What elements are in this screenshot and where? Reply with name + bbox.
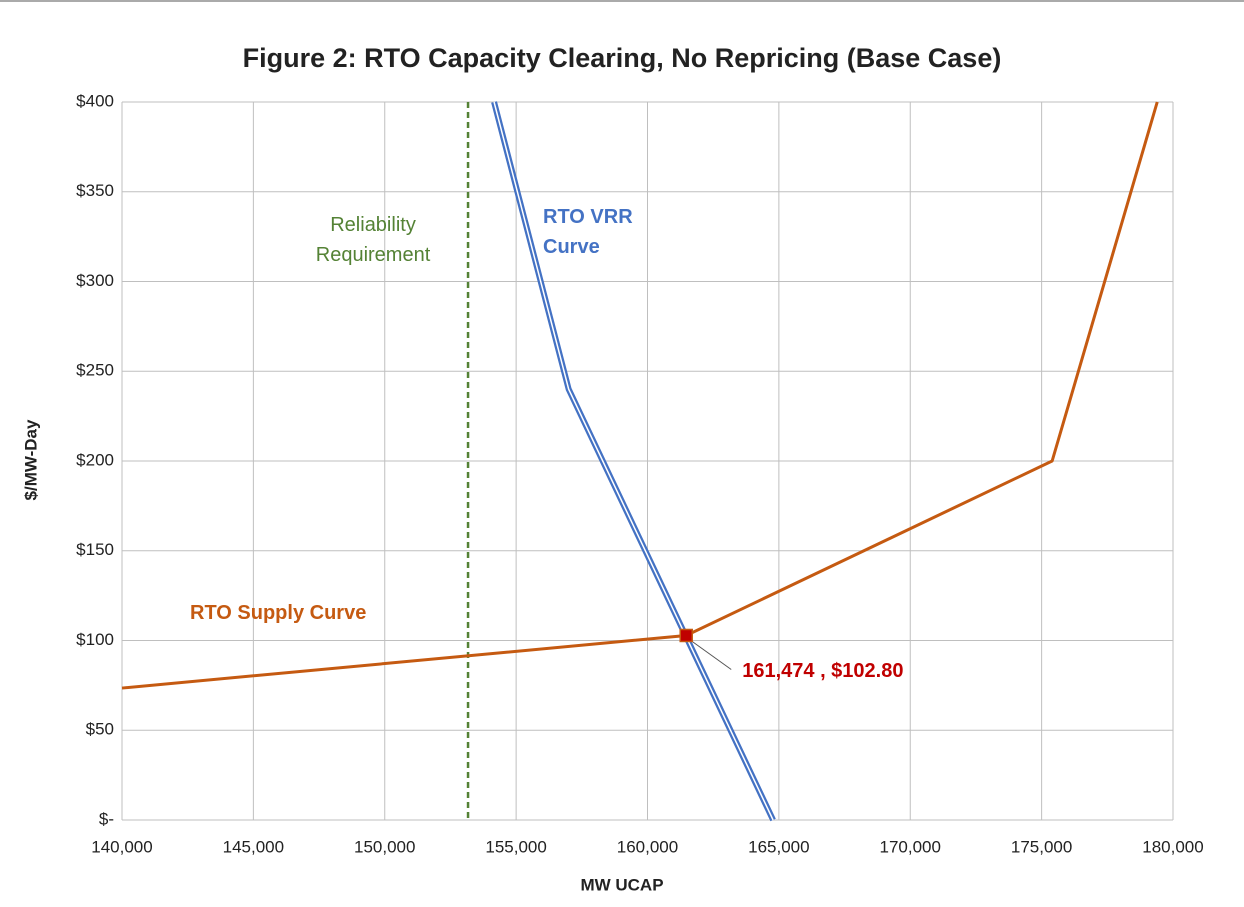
x-tick-label: 165,000 [748,837,809,856]
series-label: RTO VRR Curve [543,206,633,258]
x-tick-label: 155,000 [485,837,546,856]
x-tick-label: 160,000 [617,837,678,856]
y-tick-label: $100 [76,630,114,649]
clearing-point [679,628,693,643]
reference-label: Reliability Requirement [315,214,431,266]
x-tick-label: 140,000 [91,837,152,856]
reference-label-box: Reliability Requirement [315,214,431,266]
series-line [121,101,1159,690]
x-tick-label: 175,000 [1011,837,1072,856]
point-label: 161,474 , $102.80 [742,660,903,682]
y-tick-label: $150 [76,540,114,559]
y-tick-label: $200 [76,450,114,469]
y-tick-label: $- [99,809,114,828]
y-tick-label: $250 [76,361,114,380]
series-label: RTO Supply Curve [190,602,367,624]
y-tick-label: $400 [76,91,114,110]
y-tick-label: $300 [76,271,114,290]
series-label-box: RTO VRR Curve [543,206,633,258]
y-tick-label: $50 [86,720,114,739]
series-line-highlight [493,101,774,821]
x-tick-label: 150,000 [354,837,415,856]
x-tick-label: 145,000 [223,837,284,856]
y-tick-label: $350 [76,181,114,200]
leader-line [691,641,732,670]
series-label-box: RTO Supply Curve [190,602,367,624]
x-tick-label: 180,000 [1142,837,1203,856]
y-axis-label: $/MW-Day [21,419,40,500]
chart-title: Figure 2: RTO Capacity Clearing, No Repr… [243,43,1002,73]
x-axis-label: MW UCAP [580,875,663,894]
x-tick-label: 170,000 [880,837,941,856]
